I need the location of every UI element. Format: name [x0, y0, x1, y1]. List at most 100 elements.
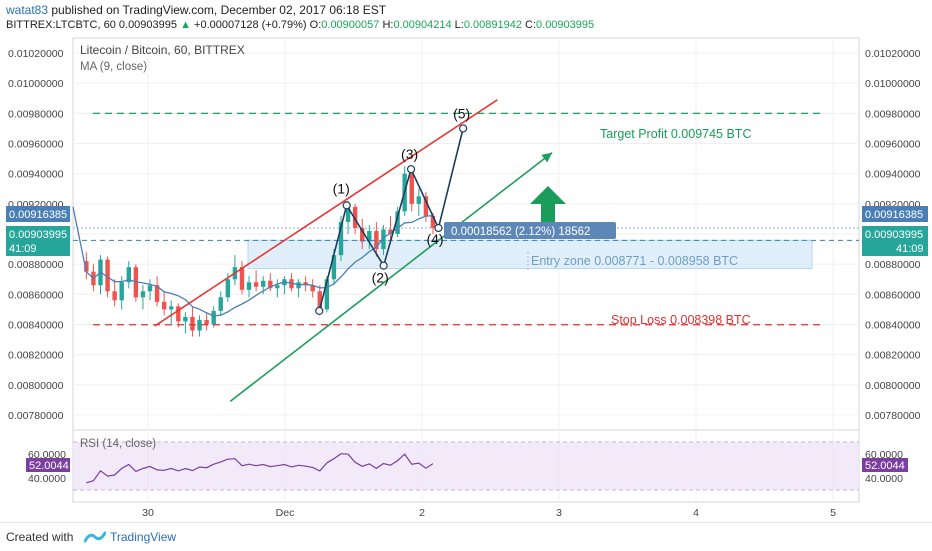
candle-body — [197, 319, 202, 331]
candle-body — [169, 306, 174, 310]
left-axis-tick-label: 0.00800000 — [8, 380, 64, 392]
stop-loss-label: Stop Loss 0.008398 BTC — [611, 313, 751, 327]
candle-body — [352, 206, 358, 228]
rsi-zone-band — [73, 442, 859, 490]
target-profit-label: Target Profit 0.009745 BTC — [600, 127, 751, 141]
price-value: 0.00903995 — [118, 19, 178, 31]
candle-body — [268, 280, 273, 289]
badge-ma-left: 0.00916385 — [6, 206, 70, 222]
high-value: 0.00904214 — [393, 19, 452, 31]
measure-label-bg — [444, 222, 616, 239]
wave-point-marker — [342, 201, 351, 210]
candle-body — [331, 255, 337, 280]
candle-body — [388, 229, 393, 234]
rsi-left-tick-label: 40.0000 — [28, 473, 66, 485]
tradingview-logo-icon — [84, 531, 106, 543]
entry-zone-label: Entry zone 0.008771 - 0.008958 BTC — [531, 254, 738, 268]
badge-price-left-text: 0.00903995 — [9, 229, 67, 241]
left-axis-tick-label: 0.00940000 — [8, 169, 64, 181]
candle-body — [367, 230, 372, 242]
badge-ma-left-text: 0.00916385 — [9, 209, 67, 221]
channel-lower-line[interactable] — [229, 151, 553, 402]
right-axis-tick-label: 0.00860000 — [865, 289, 921, 301]
right-axis-tick-label: 0.00820000 — [865, 350, 921, 362]
low-label: L: — [454, 19, 464, 31]
candle-body — [112, 291, 117, 301]
rsi-line — [86, 453, 434, 484]
wave-point-marker — [379, 261, 388, 270]
candle-body — [211, 310, 216, 325]
wave-label: (2) — [372, 270, 389, 286]
elliott-wave-path[interactable] — [318, 128, 464, 312]
rsi-right-tick-label: 40.0000 — [865, 473, 903, 485]
chart-header: watat83 published on TradingView.com, De… — [0, 0, 932, 36]
candle-body — [239, 267, 245, 290]
open-value: 0.00900057 — [321, 19, 380, 31]
right-axis-tick-label: 0.00960000 — [865, 139, 921, 151]
candle-body — [154, 285, 160, 302]
candle-body — [147, 285, 153, 292]
badge-countdown-right: 41:09 — [896, 243, 924, 255]
left-axis-tick-label: 0.00780000 — [8, 410, 64, 422]
legend-title: Litecoin / Bitcoin, 60, BITTREX — [80, 43, 245, 57]
candle-body — [126, 267, 131, 283]
legend-ma: MA (9, close) — [80, 61, 147, 73]
time-axis-tick-label: 5 — [830, 507, 836, 519]
open-label: O: — [309, 19, 322, 31]
right-axis-tick-label: 0.00840000 — [865, 319, 921, 331]
candle-body — [416, 196, 422, 204]
price-chart[interactable]: (1) (2) (3) (4) (5) 0.00018562 (2.12%) 18562… — [0, 0, 932, 522]
candle-body — [324, 279, 330, 310]
badge-ma-right-text: 0.00916385 — [865, 209, 923, 221]
candle-body — [374, 230, 379, 250]
candle-body — [381, 229, 386, 250]
up-arrow-icon — [530, 186, 566, 222]
candle-body — [176, 306, 181, 322]
right-axis-tick-label: 0.00980000 — [865, 108, 921, 120]
candle-body — [84, 261, 89, 272]
candle-body — [395, 211, 400, 234]
candle-body — [338, 221, 344, 256]
candle-body — [253, 282, 259, 287]
left-axis-tick-label: 0.00960000 — [8, 139, 64, 151]
high-label: H: — [382, 19, 394, 31]
channel-arrow-head — [541, 152, 553, 163]
candle-body — [225, 279, 231, 298]
candle-body — [360, 227, 365, 242]
tradingview-brand-link[interactable]: TradingView — [110, 530, 177, 544]
badge-rsi-right-text: 52.0044 — [865, 460, 905, 472]
wave-point-marker — [406, 165, 416, 174]
wave-point-marker — [434, 223, 443, 233]
right-axis-tick-label: 0.01000000 — [865, 78, 921, 90]
candle-body — [119, 282, 124, 301]
author-link[interactable]: watat83 — [6, 3, 49, 17]
candle-body — [310, 285, 315, 292]
badge-ma-right: 0.00916385 — [862, 206, 928, 222]
candle-body — [317, 291, 322, 310]
created-with-label: Created with — [6, 530, 74, 544]
wave-label: (4) — [426, 231, 443, 247]
rsi-label: RSI (14, close) — [80, 438, 156, 450]
wave-label: (3) — [401, 146, 418, 162]
up-arrow-icon: ▲ — [180, 19, 191, 31]
badge-price-right: 0.00903995 41:09 — [862, 226, 928, 256]
change-value: +0.00007128 (+0.79%) — [194, 19, 307, 31]
left-axis-tick-label: 0.00860000 — [8, 289, 64, 301]
wave-points: (1) (2) (3) (4) (5) — [315, 105, 470, 315]
time-axis[interactable]: 30 Dec 2 3 4 5 — [142, 507, 836, 519]
candle-body — [161, 301, 167, 310]
left-axis-tick-label: 0.01000000 — [8, 78, 64, 90]
right-axis-tick-label: 0.00880000 — [865, 259, 921, 271]
channel-upper-line[interactable] — [154, 99, 498, 327]
candle-body — [260, 280, 266, 287]
badge-price-right-text: 0.00903995 — [865, 229, 923, 241]
ma-line — [72, 206, 434, 317]
wave-point-marker — [459, 124, 468, 133]
time-axis-tick-label: 30 — [142, 507, 154, 519]
left-axis-tick-label: 0.01020000 — [8, 48, 64, 60]
candle-body — [275, 285, 280, 289]
candle-body — [105, 259, 110, 292]
time-axis-tick-label: 2 — [419, 507, 425, 519]
wave-point-marker — [315, 306, 324, 315]
badge-rsi-left-text: 52.0044 — [29, 460, 69, 472]
